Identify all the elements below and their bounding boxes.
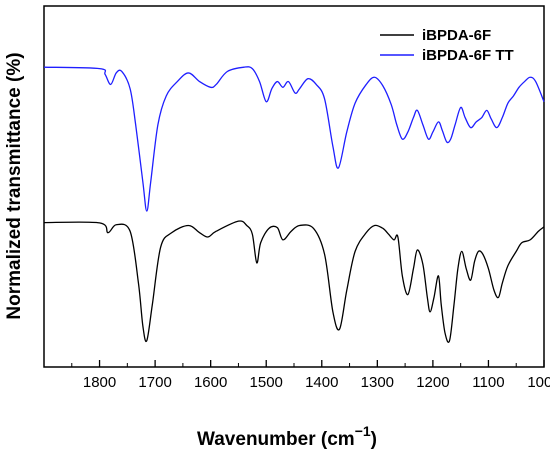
series-line-iBPDA-6F-TT [43,66,545,212]
x-tick-label-1400: 1400 [305,374,338,391]
x-tick-label-1700: 1700 [138,374,171,391]
x-tick-label-1100: 1100 [472,374,504,391]
x-axis-title-suffix: ) [371,429,377,450]
x-tick-label-1300: 1300 [361,374,394,391]
x-tick-label-1200: 1200 [416,374,449,391]
legend: iBPDA-6F iBPDA-6F TT [380,27,514,64]
x-tick-label-1000: 1000 [527,374,550,391]
x-axis-title-main: Wavenumber (cm [197,429,355,450]
x-tick-marks [71,360,545,367]
x-tick-label-1600: 1600 [194,374,227,391]
y-axis-title: Normalized transmittance (%) [4,52,25,319]
x-tick-label-1500: 1500 [250,374,283,391]
series-group [43,66,545,344]
x-tick-label-1800: 1800 [83,374,116,391]
series-line-iBPDA-6F [43,220,545,344]
legend-label-iBPDA-6F: iBPDA-6F [422,27,491,44]
x-axis-title-superscript: −1 [355,423,371,439]
legend-label-iBPDA-6F-TT: iBPDA-6F TT [422,47,514,64]
x-axis-title: Wavenumber (cm−1) [197,423,377,450]
x-tick-labels: 1800 1700 1600 1500 1400 1300 1200 1100 1000 [83,374,550,391]
